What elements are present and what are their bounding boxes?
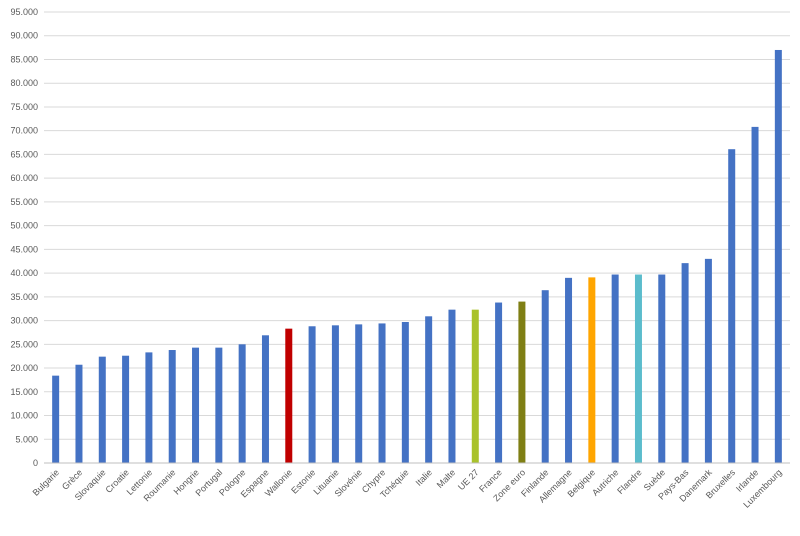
y-tick-label: 50.000 [10, 221, 38, 231]
bar-luxembourg [774, 49, 782, 464]
bar-italie [425, 316, 433, 463]
bar-bruxelles [728, 149, 736, 463]
x-axis-category-labels: BulgarieGrèceSlovaquieCroatieLettonieRou… [31, 467, 784, 510]
bar-slovaquie [98, 356, 106, 463]
bar-su-de [658, 274, 666, 463]
bar-chypre [378, 323, 386, 463]
y-tick-label: 55.000 [10, 197, 38, 207]
y-tick-label: 25.000 [10, 339, 38, 349]
bar-lettonie [145, 352, 153, 463]
bar-slov-nie [355, 324, 363, 463]
y-axis-tick-labels: 0 5.000 10.000 15.000 20.000 25.000 30.000 35.0… [10, 7, 38, 468]
y-tick-label: 45.000 [10, 244, 38, 254]
y-tick-label: 95.000 [10, 7, 38, 17]
bars [52, 49, 782, 464]
bar-lituanie [331, 325, 339, 463]
bar-flandre [634, 274, 642, 463]
y-tick-label: 0 [33, 458, 38, 468]
bar-irlande [751, 126, 759, 463]
x-category-label: Bulgarie [31, 467, 61, 497]
bar-allemagne [565, 277, 573, 463]
gridlines [44, 11, 790, 440]
bar-portugal [215, 347, 223, 463]
bar-zone-euro [518, 301, 526, 463]
bar-finlande [541, 290, 549, 463]
y-tick-label: 35.000 [10, 292, 38, 302]
y-tick-label: 90.000 [10, 31, 38, 41]
bar-belgique [588, 277, 596, 463]
y-tick-label: 5.000 [15, 434, 38, 444]
bar-pologne [238, 344, 246, 463]
y-tick-label: 60.000 [10, 173, 38, 183]
bar-pays-bas [681, 263, 689, 463]
y-tick-label: 15.000 [10, 387, 38, 397]
bar-autriche [611, 274, 619, 463]
y-tick-label: 20.000 [10, 363, 38, 373]
bar-tch-quie [401, 322, 409, 463]
bar-croatie [122, 355, 130, 463]
bar-espagne [261, 335, 269, 463]
y-tick-label: 85.000 [10, 54, 38, 64]
y-tick-label: 75.000 [10, 102, 38, 112]
x-category-label: Italie [414, 467, 435, 488]
bar-gr-ce [75, 364, 83, 463]
y-tick-label: 30.000 [10, 316, 38, 326]
bar-hongrie [192, 347, 200, 463]
bar-ue-27 [471, 309, 479, 463]
y-tick-label: 65.000 [10, 149, 38, 159]
bar-wallonie [285, 328, 293, 463]
y-tick-label: 80.000 [10, 78, 38, 88]
bar-bulgarie [52, 375, 60, 463]
y-tick-label: 10.000 [10, 411, 38, 421]
y-tick-label: 40.000 [10, 268, 38, 278]
bar-roumanie [168, 350, 176, 463]
x-category-label: Malte [435, 467, 458, 490]
bar-france [495, 302, 503, 463]
bar-malte [448, 309, 456, 463]
bar-danemark [704, 258, 712, 463]
bar-estonie [308, 326, 316, 463]
y-tick-label: 70.000 [10, 126, 38, 136]
x-category-label: Flandre [615, 467, 644, 496]
